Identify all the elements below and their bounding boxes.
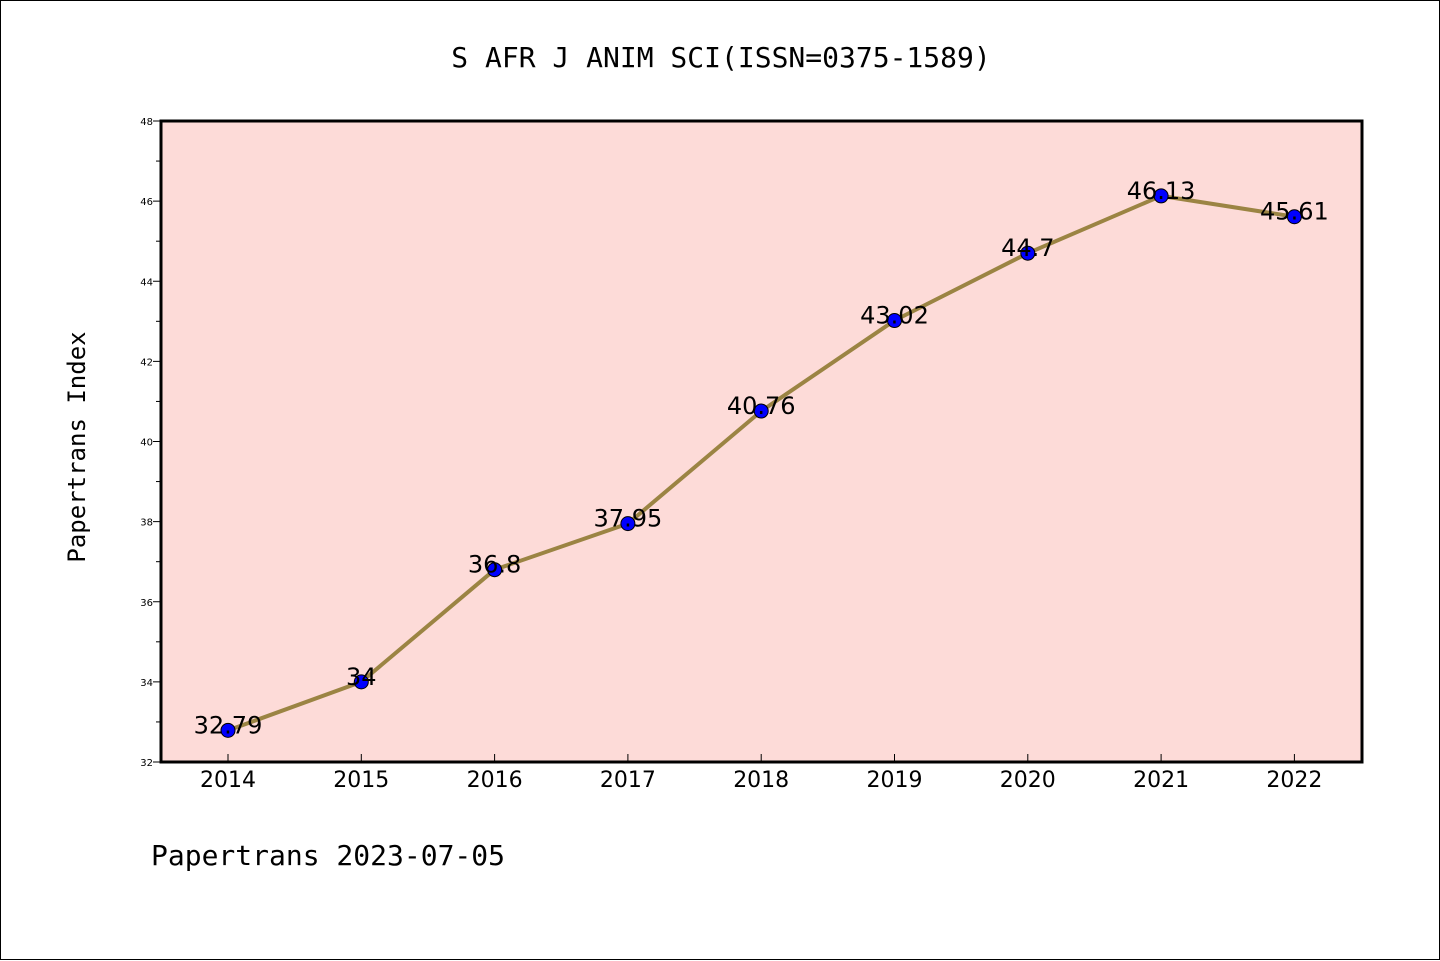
plot-border	[159, 119, 1364, 764]
y-tick-label: 38	[140, 518, 153, 529]
x-tick-label: 2021	[1133, 768, 1189, 793]
y-axis-label: Papertrans Index	[63, 331, 91, 562]
data-value-label: 46.13	[1127, 177, 1196, 205]
data-point-marker	[887, 313, 902, 329]
y-tick-label: 34	[140, 678, 153, 689]
data-labels: 32.79 34 36.8 37.95 40.76 43.02 44.7 46.13 45.61	[194, 177, 1329, 739]
data-value-label: 34	[346, 663, 377, 691]
x-tick-label: 2016	[467, 768, 523, 793]
chart-title: S AFR J ANIM SCI(ISSN=0375-1589)	[451, 41, 990, 74]
data-value-label: 43.02	[860, 302, 929, 330]
x-tick-label: 2020	[1000, 768, 1056, 793]
data-markers	[220, 188, 1302, 738]
data-value-label: 44.7	[1001, 234, 1054, 262]
y-axis-ticks: 32 34 36 38 40 42 44 46 48	[140, 117, 161, 769]
data-point-marker	[353, 674, 369, 690]
data-point-marker	[753, 403, 769, 419]
y-tick-label: 48	[140, 117, 153, 128]
y-tick-label: 36	[140, 598, 153, 609]
data-value-label: 36.8	[468, 551, 521, 579]
x-tick-label: 2018	[733, 768, 789, 793]
y-tick-label: 44	[140, 277, 153, 288]
x-tick-label: 2019	[867, 768, 923, 793]
data-point-marker	[487, 562, 503, 578]
data-value-label: 45.61	[1260, 198, 1329, 226]
y-tick-label: 42	[140, 357, 153, 368]
data-point-marker	[1153, 188, 1169, 204]
data-point-marker	[1286, 209, 1302, 225]
data-point-marker	[220, 722, 236, 738]
data-value-label: 40.76	[727, 392, 796, 420]
y-tick-label: 46	[140, 197, 153, 208]
y-tick-label: 32	[140, 758, 153, 769]
x-tick-label: 2015	[333, 768, 389, 793]
x-tick-label: 2014	[200, 768, 256, 793]
plot-area	[161, 121, 1362, 762]
y-tick-label: 40	[140, 438, 153, 449]
x-tick-label: 2017	[600, 768, 656, 793]
data-value-label: 32.79	[194, 711, 263, 739]
data-value-label: 37.95	[594, 505, 663, 533]
data-point-marker	[1020, 245, 1036, 261]
x-tick-label: 2022	[1266, 768, 1322, 793]
data-point-marker	[620, 516, 636, 532]
footer-date-text: Papertrans 2023-07-05	[151, 839, 505, 872]
x-axis-ticks: 2014 2015 2016 2017 2018 2019 2020 2021 2022	[200, 754, 1322, 793]
